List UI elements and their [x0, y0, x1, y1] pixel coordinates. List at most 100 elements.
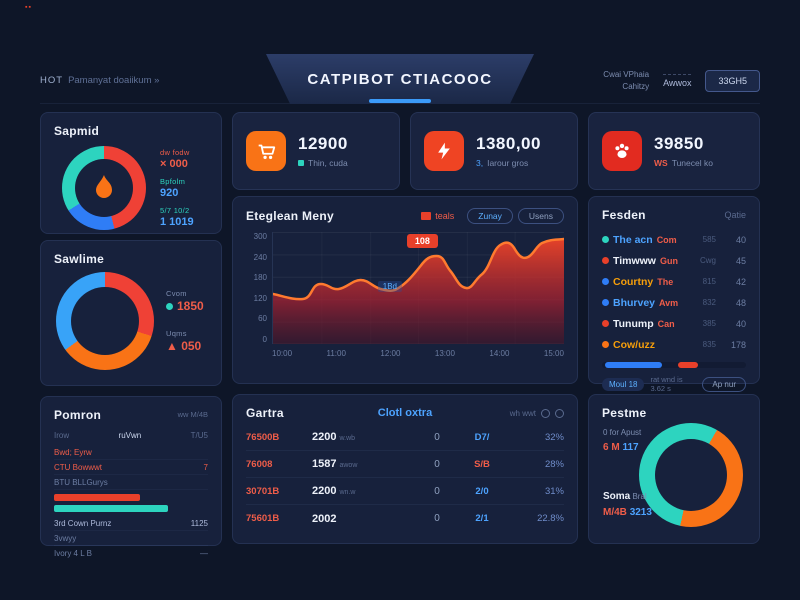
- stat-item: Cvom 1850: [166, 289, 208, 313]
- list-item[interactable]: Tunump Can 385 40: [602, 313, 746, 334]
- row-name: 2200 w.wb: [312, 431, 420, 443]
- table-row[interactable]: 76500B 2200 w.wb 0 D7/ 32%: [246, 424, 564, 451]
- item-mid-value: 385: [702, 319, 716, 328]
- item-right-value: 42: [735, 276, 746, 287]
- footer-badge: Moul 18: [602, 377, 645, 391]
- bars-row-label: BTU BLLGurys: [54, 477, 108, 487]
- y-tick: 60: [258, 314, 267, 324]
- row-name-value: 2200: [312, 431, 337, 443]
- item-name: Bhurvey: [613, 296, 656, 309]
- x-axis: 10:00 11:00 12:00 13:00 14:00 15:00: [272, 349, 564, 358]
- stat-card-2[interactable]: 1380,00 3, Iarour gros: [410, 112, 578, 190]
- bars-row[interactable]: 3rd Cown Purnz 1125: [54, 516, 208, 531]
- item-mid-value: 835: [702, 340, 716, 349]
- stat-value: M/4B: [603, 507, 627, 518]
- row-ratio: 2/1: [475, 513, 489, 524]
- y-tick: 120: [253, 293, 267, 303]
- chart-range-button-1[interactable]: Zunay: [467, 208, 513, 224]
- x-tick: 13:00: [434, 349, 455, 358]
- table-title: Gartra: [246, 406, 284, 420]
- stat-card-sub: Thin, cuda: [298, 158, 348, 168]
- row-qty: 0: [434, 431, 440, 443]
- item-tag: Com: [656, 234, 677, 245]
- paw-icon: [602, 131, 642, 171]
- list-item[interactable]: Bhurvey Avm 832 48: [602, 292, 746, 313]
- list-item[interactable]: Cow/uzz 835 178: [602, 334, 746, 355]
- red-bar: [54, 494, 141, 501]
- cart-icon: [246, 131, 286, 171]
- stat-card-1[interactable]: 12900 Thin, cuda: [232, 112, 400, 190]
- bars-row[interactable]: BTU BLLGurys: [54, 475, 208, 490]
- bars-row[interactable]: CTU Bowwwt 7: [54, 460, 208, 475]
- bars-row[interactable]: 3vwyy: [54, 531, 208, 546]
- bars-row-value: 7: [203, 462, 208, 472]
- item-right-value: 178: [730, 339, 746, 350]
- chart-annotation: 1Bd: [377, 281, 402, 293]
- footer-button[interactable]: Ap nur: [702, 376, 746, 392]
- item-name: The acn: [613, 233, 653, 246]
- x-tick: 10:00: [272, 349, 293, 358]
- bars-row[interactable]: Ivory 4 L B —: [54, 546, 208, 560]
- stat-card-sub-text: Iarour gros: [487, 158, 529, 168]
- user-info: Cwai VPhaia Cahitzy: [603, 69, 649, 93]
- list-item[interactable]: Courtny The 815 42: [602, 271, 746, 292]
- bars-row[interactable]: Bwd; Eyrw: [54, 445, 208, 460]
- row-id: 76500B: [246, 431, 280, 443]
- chart-range-button-2[interactable]: Usens: [517, 208, 564, 224]
- item-tag: Can: [657, 318, 675, 329]
- row-pct: 28%: [544, 458, 564, 470]
- y-tick: 0: [262, 334, 267, 344]
- stat-card-sub-prefix: 3,: [476, 158, 484, 168]
- bars-header-row: Irow ruVwn T/U5: [54, 431, 208, 440]
- progress-bar[interactable]: [602, 362, 746, 368]
- y-tick: 180: [253, 273, 267, 283]
- stat-label: dw fodw: [160, 148, 190, 157]
- table-controls-text: wh wwt: [509, 408, 536, 418]
- header-action-link[interactable]: Awwox: [663, 73, 692, 88]
- teal-dot-icon: [166, 302, 173, 310]
- legend-label: teals: [435, 211, 455, 221]
- item-mid-value: Cwg: [699, 256, 716, 265]
- stat-label: Bpfolm: [160, 177, 186, 186]
- row-qty: 0: [434, 485, 440, 497]
- list-item[interactable]: The acn Com 585 40: [602, 229, 746, 250]
- status-dot-icon: [602, 236, 609, 243]
- table-row[interactable]: 75601B 2002 0 2/1 22.8%: [246, 505, 564, 532]
- stat-item: Bpfolm 920: [160, 177, 208, 199]
- stat-item: dw fodw × 000: [160, 148, 208, 170]
- list-title: Fesden: [602, 208, 646, 222]
- chart-header: Eteglean Meny teals Zunay Usens: [246, 208, 564, 224]
- row-pct: 22.8%: [537, 513, 564, 524]
- item-name: Timwww: [613, 254, 656, 267]
- donut-chart-2[interactable]: [56, 272, 154, 370]
- stat-card-3[interactable]: 39850 WS Tunecel ko: [588, 112, 760, 190]
- stat-label: 0 for Apust: [603, 428, 642, 437]
- table-row[interactable]: 76008 1587 awow 0 S/B 28%: [246, 451, 564, 478]
- stat-item: Uqms ▲ 050: [166, 329, 208, 353]
- list-item[interactable]: Timwww Gun Cwg 45: [602, 250, 746, 271]
- row-qty: 0: [434, 458, 440, 470]
- legend-swatch-icon: [421, 212, 432, 220]
- title-banner: CATPIBOT CTIACOOC: [266, 54, 534, 104]
- row-name-value: 1587: [312, 458, 337, 470]
- table-subtitle: Clotl oxtra: [377, 407, 433, 419]
- item-tag: Avm: [659, 297, 679, 308]
- row-id: 76008: [246, 458, 273, 470]
- row-name-suffix: awow: [339, 462, 358, 469]
- row-name-value: 2002: [312, 512, 337, 525]
- stat-value: ▲ 050: [166, 339, 202, 353]
- status-dot-icon: [602, 257, 609, 264]
- row-pct: 32%: [544, 431, 564, 443]
- header-button[interactable]: 33GH5: [705, 69, 760, 92]
- refresh-icon[interactable]: [541, 408, 550, 418]
- page-title: CATPIBOT CTIACOOC: [307, 70, 493, 88]
- donut-chart-3[interactable]: [639, 423, 743, 527]
- stat-card-sub-prefix: WS: [654, 158, 668, 168]
- bars-row-label: 3vwyy: [54, 533, 77, 543]
- donut-chart-1[interactable]: [62, 146, 146, 230]
- area-chart-plot[interactable]: 108 1Bd: [272, 232, 564, 344]
- settings-icon[interactable]: [555, 408, 564, 418]
- x-tick: 12:00: [380, 349, 401, 358]
- table-row[interactable]: 30701B 2200 wn.w 0 2/0 31%: [246, 478, 564, 505]
- left-column: Sapmid dw fodw × 000 Bpfolm: [40, 112, 222, 558]
